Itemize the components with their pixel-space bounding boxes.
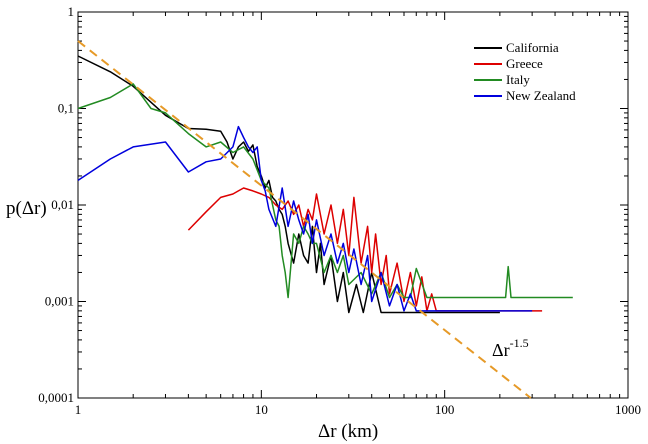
y-tick-label: 0,01 bbox=[51, 197, 74, 212]
legend-label-california: California bbox=[506, 40, 559, 55]
x-tick-label: 100 bbox=[435, 402, 455, 417]
series-line-greece bbox=[187, 187, 543, 312]
x-axis-label: Δr (km) bbox=[318, 421, 378, 442]
legend-label-italy: Italy bbox=[506, 72, 530, 87]
series-line-california bbox=[77, 55, 500, 314]
y-tick-label: 0,1 bbox=[58, 101, 74, 116]
annotation-exponent: -1.5 bbox=[510, 336, 529, 350]
power-law-annotation: Δr-1.5 bbox=[492, 336, 529, 360]
legend-label-greece: Greece bbox=[506, 56, 543, 71]
series-line-italy bbox=[77, 83, 573, 299]
series-line-power-law-fit bbox=[77, 40, 532, 399]
series-layer bbox=[77, 40, 573, 399]
y-tick-label: 0,0001 bbox=[38, 390, 74, 405]
y-axis-label: p(Δr) bbox=[6, 198, 47, 219]
legend-label-new-zealand: New Zealand bbox=[506, 88, 576, 103]
axis-ticks: 1 10 100 1000 0,0001 0,001 0,01 0,1 1 bbox=[38, 4, 641, 417]
x-tick-label: 10 bbox=[255, 402, 268, 417]
annotation-base: Δr bbox=[492, 340, 510, 360]
x-tick-label: 1000 bbox=[615, 402, 641, 417]
x-tick-label: 1 bbox=[75, 402, 82, 417]
y-tick-label: 1 bbox=[68, 4, 75, 19]
y-tick-label: 0,001 bbox=[45, 294, 74, 309]
series-line-new-zealand bbox=[77, 125, 533, 312]
